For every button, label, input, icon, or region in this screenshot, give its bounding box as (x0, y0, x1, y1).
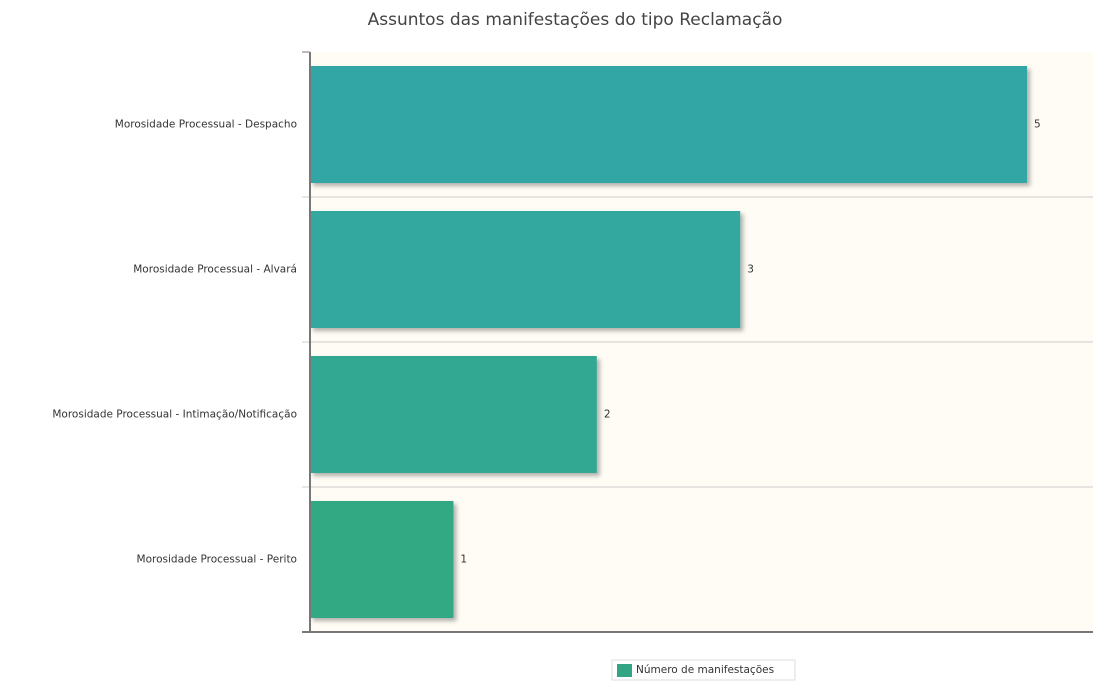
legend-label: Número de manifestações (636, 664, 774, 676)
value-label: 5 (1034, 119, 1041, 131)
bar (310, 66, 1028, 183)
legend-swatch (617, 664, 632, 677)
y-tick-label: Morosidade Processual - Alvará (133, 264, 297, 276)
bar (310, 356, 597, 473)
bar (310, 211, 741, 328)
y-tick-label: Morosidade Processual - Perito (137, 554, 297, 566)
y-tick-label: Morosidade Processual - Intimação/Notifi… (52, 409, 297, 421)
chart-title: Assuntos das manifestações do tipo Recla… (368, 10, 783, 30)
y-tick-label: Morosidade Processual - Despacho (115, 119, 297, 131)
value-label: 3 (747, 264, 754, 276)
value-label: 1 (460, 554, 467, 566)
value-label: 2 (604, 409, 611, 421)
bar (310, 501, 454, 618)
legend-box (611, 659, 796, 681)
